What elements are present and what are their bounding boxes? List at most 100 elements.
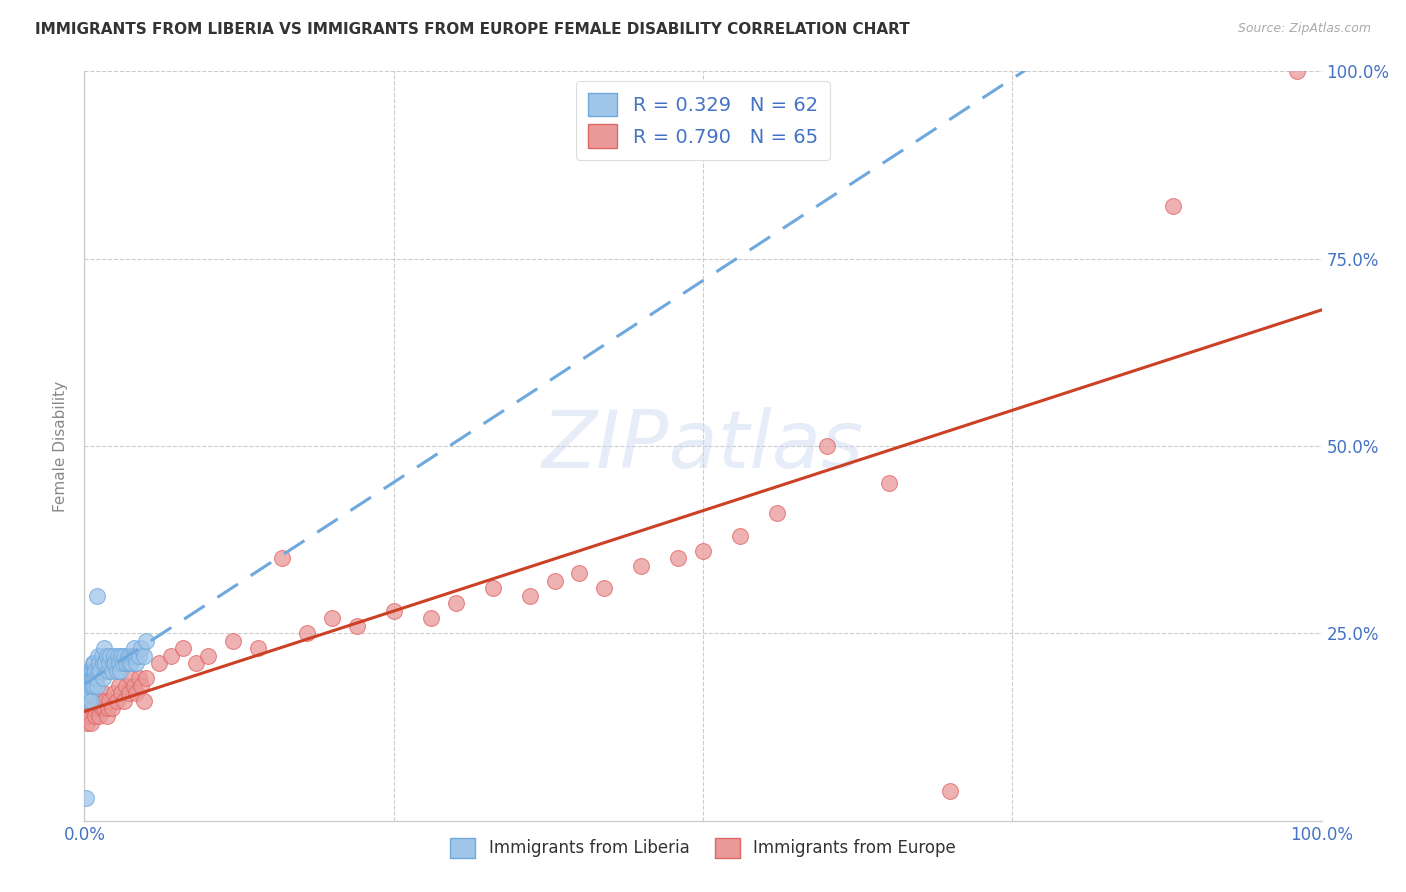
Point — [129, 679, 152, 693]
Point — [122, 641, 145, 656]
Point — [80, 671, 103, 685]
Point — [98, 657, 121, 671]
Point — [132, 648, 155, 663]
Point — [94, 657, 117, 671]
Point — [120, 648, 142, 663]
Point — [222, 633, 245, 648]
Point — [135, 671, 157, 685]
Point — [80, 679, 103, 693]
Point — [90, 701, 112, 715]
Point — [105, 694, 128, 708]
Point — [79, 708, 101, 723]
Point — [692, 544, 714, 558]
Point — [107, 648, 129, 663]
Point — [105, 664, 128, 678]
Point — [100, 664, 122, 678]
Text: Source: ZipAtlas.com: Source: ZipAtlas.com — [1237, 22, 1371, 36]
Point — [97, 664, 120, 678]
Point — [118, 686, 141, 700]
Point — [98, 694, 121, 708]
Point — [89, 664, 111, 678]
Legend: Immigrants from Liberia, Immigrants from Europe: Immigrants from Liberia, Immigrants from… — [444, 831, 962, 864]
Point — [76, 716, 98, 731]
Point — [115, 679, 138, 693]
Point — [728, 529, 751, 543]
Point — [79, 694, 101, 708]
Point — [543, 574, 565, 588]
Point — [104, 657, 127, 671]
Point — [93, 701, 115, 715]
Point — [939, 783, 962, 797]
Point — [87, 701, 110, 715]
Point — [75, 708, 97, 723]
Point — [82, 657, 104, 671]
Point — [419, 611, 441, 625]
Point — [98, 648, 121, 663]
Point — [121, 648, 143, 663]
Point — [115, 657, 138, 671]
Point — [118, 657, 141, 671]
Point — [83, 664, 105, 678]
Point — [77, 679, 100, 693]
Point — [122, 679, 145, 693]
Point — [1161, 199, 1184, 213]
Point — [91, 671, 114, 685]
Point — [84, 664, 107, 678]
Point — [120, 671, 142, 685]
Point — [83, 679, 105, 693]
Point — [87, 664, 110, 678]
Point — [89, 694, 111, 708]
Point — [1285, 64, 1308, 78]
Point — [75, 679, 97, 693]
Point — [135, 633, 157, 648]
Point — [97, 701, 120, 715]
Point — [630, 558, 652, 573]
Point — [519, 589, 541, 603]
Point — [111, 657, 134, 671]
Point — [444, 596, 467, 610]
Point — [666, 551, 689, 566]
Point — [89, 708, 111, 723]
Point — [80, 664, 103, 678]
Point — [83, 657, 105, 671]
Point — [103, 648, 125, 663]
Point — [593, 582, 616, 596]
Point — [125, 686, 148, 700]
Point — [93, 641, 115, 656]
Point — [382, 604, 405, 618]
Point — [79, 664, 101, 678]
Point — [89, 657, 111, 671]
Point — [77, 664, 100, 678]
Point — [128, 648, 150, 663]
Point — [77, 701, 100, 715]
Point — [481, 582, 503, 596]
Point — [117, 648, 139, 663]
Point — [84, 671, 107, 685]
Point — [110, 686, 132, 700]
Point — [295, 626, 318, 640]
Point — [184, 657, 207, 671]
Point — [129, 641, 152, 656]
Point — [94, 694, 117, 708]
Point — [87, 648, 110, 663]
Y-axis label: Female Disability: Female Disability — [53, 380, 69, 512]
Point — [108, 657, 131, 671]
Point — [100, 701, 122, 715]
Point — [148, 657, 170, 671]
Point — [79, 679, 101, 693]
Point — [172, 641, 194, 656]
Point — [86, 589, 108, 603]
Point — [766, 507, 789, 521]
Point — [568, 566, 591, 581]
Point — [96, 648, 118, 663]
Point — [77, 694, 100, 708]
Point — [90, 648, 112, 663]
Point — [86, 679, 108, 693]
Point — [128, 671, 150, 685]
Point — [197, 648, 219, 663]
Point — [83, 701, 105, 715]
Point — [76, 671, 98, 685]
Point — [112, 648, 135, 663]
Point — [101, 657, 124, 671]
Point — [877, 476, 900, 491]
